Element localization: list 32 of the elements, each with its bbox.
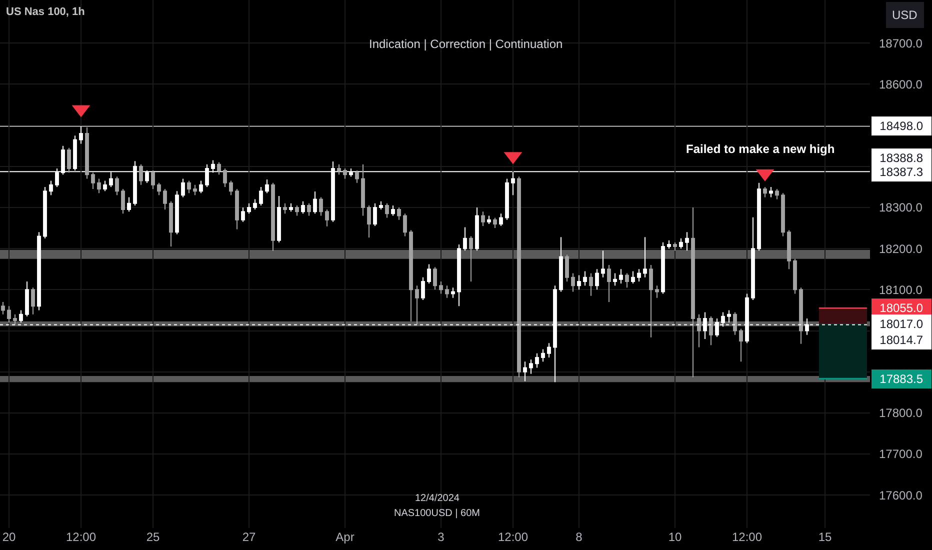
x-tick-label: 27 [242,530,256,544]
y-tick-label: 17600.0 [879,488,923,502]
legend-label: 18014.7 [880,333,924,347]
x-tick-label: 15 [818,530,832,544]
data-label: 17883.5 [880,372,924,386]
y-tick-label: 18300.0 [879,200,923,215]
text: US Nas 100, 1h [6,6,86,18]
x-tick-label: 3 [438,530,445,544]
x-tick-label: 12:00 [498,530,528,544]
y-tick-label: 17800.0 [879,406,923,420]
ref-line-label: 18498.0 [880,119,924,133]
x-tick-label: 20 [2,530,16,544]
ref-line-label: 18387.3 [880,165,924,179]
annotation: 12/4/2024 [415,493,460,504]
annotation: NAS100USD | 60M [394,508,480,519]
x-tick-label: 12:00 [66,530,96,544]
y-axis-title: USD [892,8,918,22]
y-tick-label: 17700.0 [879,447,923,462]
y-tick-label: 18700.0 [879,36,923,50]
data-label: 18055.0 [880,301,924,315]
text: Indication | Correction | Continuation [369,37,563,51]
x-tick-label: 12:00 [732,530,762,544]
x-tick-label: 10 [668,530,682,544]
annotation: Failed to make a new high [686,142,835,156]
y-tick-label: 18200.0 [879,242,923,256]
x-tick-label: 25 [146,530,160,544]
y-tick-label: 18100.0 [879,282,923,297]
band-label: 18017.0 [880,317,924,331]
y-tick-label: 18600.0 [879,77,923,92]
text: 18388.8 [880,151,924,165]
x-tick-label: 8 [576,530,583,544]
x-tick-label: Apr [336,530,354,544]
